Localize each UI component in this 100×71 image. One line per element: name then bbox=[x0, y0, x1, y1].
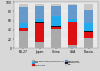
Bar bbox=[35, 4, 44, 6]
Bar bbox=[68, 45, 77, 48]
Bar bbox=[52, 4, 60, 6]
Bar bbox=[52, 16, 60, 26]
Bar bbox=[18, 4, 28, 7]
Bar bbox=[52, 27, 60, 29]
Legend: Non-motorized/India-EU 17?, Bus, Car/private, Metro/Tram, Motorcycles, Rail: Non-motorized/India-EU 17?, Bus, Car/pri… bbox=[32, 59, 80, 66]
Bar bbox=[35, 23, 44, 42]
Bar bbox=[35, 6, 44, 19]
Bar bbox=[18, 7, 28, 23]
Bar bbox=[84, 38, 94, 48]
Bar bbox=[84, 23, 94, 31]
Bar bbox=[68, 19, 77, 22]
Bar bbox=[18, 28, 28, 31]
Bar bbox=[52, 6, 60, 16]
Bar bbox=[84, 32, 94, 38]
Bar bbox=[35, 19, 44, 22]
Bar bbox=[35, 22, 44, 23]
Bar bbox=[52, 29, 60, 48]
Bar bbox=[35, 42, 44, 48]
Bar bbox=[18, 31, 28, 48]
Bar bbox=[68, 5, 77, 19]
Bar bbox=[18, 27, 28, 28]
Bar bbox=[84, 31, 94, 32]
Bar bbox=[52, 26, 60, 27]
Bar bbox=[68, 4, 77, 5]
Bar bbox=[68, 22, 77, 45]
Bar bbox=[18, 23, 28, 27]
Bar bbox=[84, 4, 94, 10]
Bar bbox=[84, 10, 94, 23]
